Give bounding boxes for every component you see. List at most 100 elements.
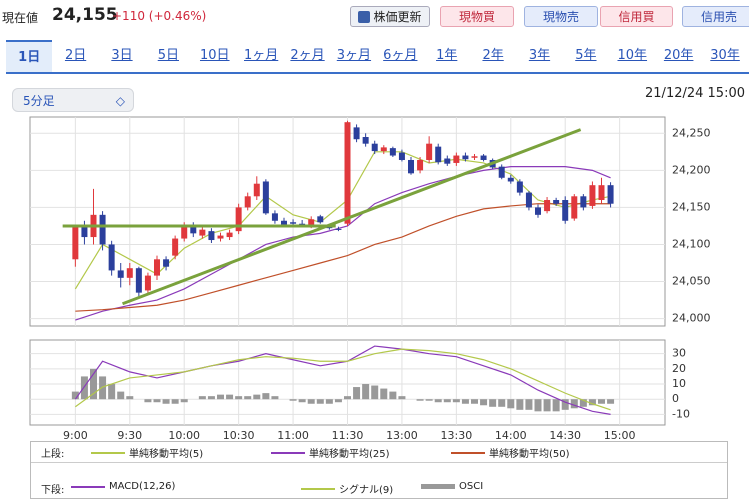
button[interactable]: 信用売: [682, 6, 749, 27]
candle-body: [163, 259, 170, 267]
legend-item: OSCI: [421, 481, 483, 492]
candle-body: [344, 122, 351, 224]
osci-bar: [507, 399, 515, 409]
candle-body: [154, 259, 160, 276]
candle-body: [362, 137, 369, 144]
osci-bar: [389, 391, 397, 400]
osci-bar: [298, 399, 306, 403]
legend-item: MACD(12,26): [71, 481, 175, 492]
legend-item: 単純移動平均(50): [451, 445, 570, 460]
osci-bar: [217, 394, 224, 400]
period-tab[interactable]: 6ヶ月: [383, 48, 418, 63]
interval-select[interactable]: 5分足 ◇: [12, 88, 134, 112]
x-tick-label: 11:30: [332, 429, 364, 442]
period-tab[interactable]: 1年: [436, 48, 458, 63]
period-tab[interactable]: 3年: [528, 48, 551, 63]
legend-swatch: [71, 485, 105, 488]
period-tab[interactable]: 20年: [663, 48, 694, 63]
candle-body: [81, 225, 88, 238]
y-tick-label: 20: [672, 362, 686, 375]
candle-body: [389, 148, 396, 156]
osci-bar: [598, 399, 605, 404]
osci-bar: [262, 393, 270, 400]
candle-body: [199, 229, 206, 236]
y-tick-label: 24,150: [672, 200, 711, 213]
osci-bar: [316, 399, 324, 404]
candle-body: [72, 225, 79, 260]
period-tab[interactable]: 5日: [157, 48, 179, 63]
period-tab[interactable]: 5年: [575, 48, 597, 63]
period-tabs: 1日 2日 3日 5日 10日 1ヶ月 2ヶ月 3ヶ月 6ヶ月 1年 2年 3年 5年 10年 20年 30年: [6, 40, 749, 74]
osci-bar: [235, 396, 243, 400]
osci-bar: [443, 399, 451, 403]
candle-body: [253, 183, 260, 197]
button[interactable]: 現物売: [524, 6, 598, 27]
osci-bar: [117, 391, 125, 400]
candle-body: [535, 207, 541, 215]
candle-body: [271, 213, 278, 221]
candle-body: [562, 200, 569, 221]
osci-bar: [226, 394, 234, 400]
osci-bar: [398, 396, 406, 400]
x-tick-label: 11:00: [277, 429, 309, 442]
candle-body: [480, 155, 487, 160]
osci-bar: [253, 394, 261, 400]
candle-body: [398, 152, 405, 160]
candle-body: [498, 166, 505, 178]
y-tick-label: 24,100: [672, 237, 711, 250]
legend-label: シグナル(9): [339, 485, 394, 496]
legend-item: シグナル(9): [301, 481, 393, 496]
legend-upper-label: 上段:: [41, 449, 65, 460]
period-tab[interactable]: 3日: [111, 48, 133, 63]
candle-body: [571, 196, 578, 219]
legend-label: OSCI: [459, 481, 484, 492]
osci-bar: [353, 387, 361, 400]
candle-body: [99, 214, 106, 245]
legend-swatch: [421, 484, 455, 489]
period-tab[interactable]: 10年: [617, 48, 648, 63]
period-tab[interactable]: 3ヶ月: [336, 48, 372, 63]
period-tab[interactable]: 10日: [199, 48, 230, 63]
osci-bar: [207, 396, 215, 400]
osci-bar: [90, 368, 97, 400]
candle-body: [126, 268, 133, 278]
osci-bar: [362, 384, 370, 400]
candle-body: [553, 200, 560, 204]
period-tab[interactable]: 2日: [64, 48, 87, 63]
candle-body: [462, 155, 469, 160]
osci-bar: [126, 396, 134, 400]
osci-bar: [425, 399, 433, 401]
osci-bar: [289, 399, 297, 401]
candle-body: [335, 228, 342, 230]
osci-bar: [579, 399, 587, 407]
candle-body: [435, 146, 442, 163]
candle-body: [217, 235, 224, 239]
period-tab[interactable]: 2年: [482, 48, 504, 63]
period-tab[interactable]: 30年: [710, 48, 740, 63]
osci-bar: [570, 399, 578, 409]
button[interactable]: 現物買: [440, 6, 514, 27]
osci-bar: [307, 399, 315, 404]
legend-label: MACD(12,26): [109, 481, 176, 492]
x-tick-label: 14:00: [495, 429, 527, 442]
x-tick-label: 10:30: [223, 429, 255, 442]
candle-body: [444, 158, 451, 164]
x-tick-label: 14:30: [549, 429, 581, 442]
button[interactable]: 信用買: [600, 6, 673, 27]
candle-body: [308, 219, 315, 226]
period-tab[interactable]: 1ヶ月: [244, 48, 279, 63]
osci-bar: [552, 399, 560, 412]
candle-body: [607, 185, 614, 204]
candle-body: [144, 275, 151, 291]
x-tick-label: 13:00: [386, 429, 418, 442]
candle-body: [371, 143, 378, 152]
candle-body: [589, 185, 596, 206]
y-tick-label: 0: [672, 392, 679, 405]
period-tab[interactable]: 1日: [6, 40, 53, 72]
x-tick-label: 9:30: [117, 429, 142, 442]
osci-bar: [99, 376, 107, 400]
candle-body: [507, 177, 514, 182]
period-tab[interactable]: 2ヶ月: [290, 48, 325, 63]
refresh-button[interactable]: 株価更新: [350, 6, 430, 27]
